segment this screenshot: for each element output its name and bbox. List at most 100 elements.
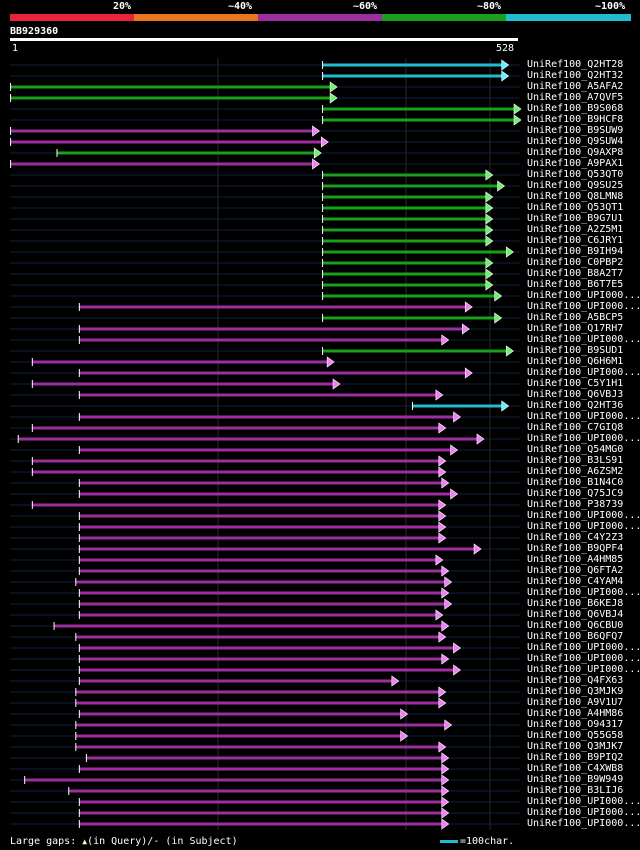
hit-label[interactable]: UniRef100_Q6FTA2 (527, 565, 624, 576)
hit-label[interactable]: UniRef100_B9IH94 (527, 246, 624, 257)
hit-label[interactable]: UniRef100_B9SUW9 (527, 125, 624, 136)
hit-label[interactable]: UniRef100_Q8LMN8 (527, 191, 624, 202)
hit-label[interactable]: UniRef100_UPI000... (527, 411, 640, 422)
hit-label[interactable]: UniRef100_Q53QT0 (527, 169, 624, 180)
hit-label[interactable]: UniRef100_Q9SUW4 (527, 136, 624, 147)
hit-end-arrow (441, 653, 450, 665)
hit-label[interactable]: UniRef100_Q3MJK7 (527, 741, 624, 752)
query-id: BB929360 (10, 26, 59, 37)
hit-label[interactable]: UniRef100_B9PIQ2 (527, 752, 624, 763)
hit-end-arrow (438, 686, 447, 698)
hit-label[interactable]: UniRef100_B9HCF8 (527, 114, 624, 125)
hit-label[interactable]: UniRef100_B6QFQ7 (527, 631, 624, 642)
gap-subject-symbol: - (153, 836, 160, 847)
gap-legend: Large gaps: ▲(in Query)/- (in Subject) (10, 836, 238, 847)
hit-label[interactable]: UniRef100_A7QVF5 (527, 92, 624, 103)
hit-label[interactable]: UniRef100_UPI000... (527, 433, 640, 444)
hit-label[interactable]: UniRef100_A5AFA2 (527, 81, 624, 92)
hit-label[interactable]: UniRef100_UPI000... (527, 334, 640, 345)
hit-label[interactable]: UniRef100_B3LIJ6 (527, 785, 624, 796)
hit-label[interactable]: UniRef100_O94317 (527, 719, 624, 730)
hit-end-arrow (464, 301, 473, 313)
hit-label[interactable]: UniRef100_B9S068 (527, 103, 624, 114)
hit-end-arrow (438, 455, 447, 467)
hit-label[interactable]: UniRef100_Q2HT28 (527, 59, 624, 70)
hit-label[interactable]: UniRef100_UPI000... (527, 664, 640, 675)
hit-label[interactable]: UniRef100_Q53QT1 (527, 202, 624, 213)
hit-label[interactable]: UniRef100_A9V1U7 (527, 697, 624, 708)
hit-label[interactable]: UniRef100_C7GIQ8 (527, 422, 624, 433)
hit-label[interactable]: UniRef100_Q9AXP8 (527, 147, 624, 158)
hit-label[interactable]: UniRef100_Q6H6M1 (527, 356, 624, 367)
hit-label[interactable]: UniRef100_B6KEJ8 (527, 598, 624, 609)
hit-label[interactable]: UniRef100_Q17RH7 (527, 323, 624, 334)
hit-end-arrow (485, 235, 494, 247)
hit-label[interactable]: UniRef100_UPI000... (527, 510, 640, 521)
hit-label[interactable]: UniRef100_Q75JC9 (527, 488, 624, 499)
hit-label[interactable]: UniRef100_A9PAX1 (527, 158, 624, 169)
hit-label[interactable]: UniRef100_B9QPF4 (527, 543, 624, 554)
hit-end-arrow (494, 312, 503, 324)
hit-label[interactable]: UniRef100_UPI000... (527, 653, 640, 664)
hit-label[interactable]: UniRef100_UPI000... (527, 301, 640, 312)
hit-label[interactable]: UniRef100_Q2HT36 (527, 400, 624, 411)
hit-label[interactable]: UniRef100_B9W949 (527, 774, 624, 785)
hit-label[interactable]: UniRef100_UPI000... (527, 521, 640, 532)
hit-label[interactable]: UniRef100_C4Y2Z3 (527, 532, 624, 543)
hit-end-arrow (444, 719, 453, 731)
hit-label[interactable]: UniRef100_Q3MJK9 (527, 686, 624, 697)
hit-label[interactable]: UniRef100_UPI000... (527, 807, 640, 818)
hit-label[interactable]: UniRef100_C5Y1H1 (527, 378, 624, 389)
hit-label[interactable]: UniRef100_Q54MG0 (527, 444, 624, 455)
hit-label[interactable]: UniRef100_UPI000... (527, 587, 640, 598)
hit-end-arrow (438, 510, 447, 522)
hit-label[interactable]: UniRef100_C6JRY1 (527, 235, 624, 246)
hit-label[interactable]: UniRef100_B3LS91 (527, 455, 624, 466)
gap-legend-prefix: Large gaps: (10, 836, 83, 847)
query-end-label: 528 (496, 43, 515, 54)
hit-end-arrow (438, 422, 447, 434)
hit-end-arrow (513, 114, 522, 126)
hit-label[interactable]: UniRef100_Q2HT32 (527, 70, 624, 81)
hit-label[interactable]: UniRef100_UPI000... (527, 367, 640, 378)
hit-label[interactable]: UniRef100_Q6CBU0 (527, 620, 624, 631)
hit-label[interactable]: UniRef100_A4HM85 (527, 554, 624, 565)
hit-label[interactable]: UniRef100_Q4FX63 (527, 675, 624, 686)
hit-label[interactable]: UniRef100_B1N4C0 (527, 477, 624, 488)
hit-label[interactable]: UniRef100_Q55G58 (527, 730, 624, 741)
hit-end-arrow (494, 290, 503, 302)
hit-label[interactable]: UniRef100_A2Z5M1 (527, 224, 624, 235)
hit-end-arrow (453, 411, 461, 423)
hit-end-arrow (441, 587, 450, 599)
hit-label[interactable]: UniRef100_C4YAM4 (527, 576, 624, 587)
hit-end-arrow (329, 92, 338, 104)
query-start-label: 1 (12, 43, 19, 54)
hit-label[interactable]: UniRef100_UPI000... (527, 818, 640, 829)
hit-label[interactable]: UniRef100_B6T7E5 (527, 279, 624, 290)
hit-label[interactable]: UniRef100_C4XWB8 (527, 763, 624, 774)
hit-end-arrow (506, 345, 514, 357)
hit-label[interactable]: UniRef100_B9G7U1 (527, 213, 624, 224)
hit-label[interactable]: UniRef100_A4HM86 (527, 708, 624, 719)
hit-end-arrow (391, 675, 400, 687)
query-bar (10, 38, 518, 41)
hit-label[interactable]: UniRef100_Q6VBJ3 (527, 389, 624, 400)
hit-label[interactable]: UniRef100_UPI000... (527, 642, 640, 653)
hit-label[interactable]: UniRef100_B8A2T7 (527, 268, 624, 279)
hit-label[interactable]: UniRef100_UPI000... (527, 796, 640, 807)
legend-label-80: ~80% (477, 1, 502, 12)
hit-label[interactable]: UniRef100_Q6VBJ4 (527, 609, 624, 620)
hit-end-arrow (400, 708, 409, 720)
hit-end-arrow (453, 664, 461, 676)
hit-label[interactable]: UniRef100_P38739 (527, 499, 624, 510)
hit-label[interactable]: UniRef100_A6ZSM2 (527, 466, 624, 477)
hit-label[interactable]: UniRef100_Q9SU25 (527, 180, 624, 191)
legend-segment (382, 14, 507, 21)
hit-label[interactable]: UniRef100_A5BCP5 (527, 312, 624, 323)
hit-label[interactable]: UniRef100_C0PBP2 (527, 257, 624, 268)
legend-label-60: ~60% (353, 1, 378, 12)
hit-label[interactable]: UniRef100_B9SUD1 (527, 345, 624, 356)
hit-end-arrow (444, 576, 453, 588)
hit-label[interactable]: UniRef100_UPI000... (527, 290, 640, 301)
